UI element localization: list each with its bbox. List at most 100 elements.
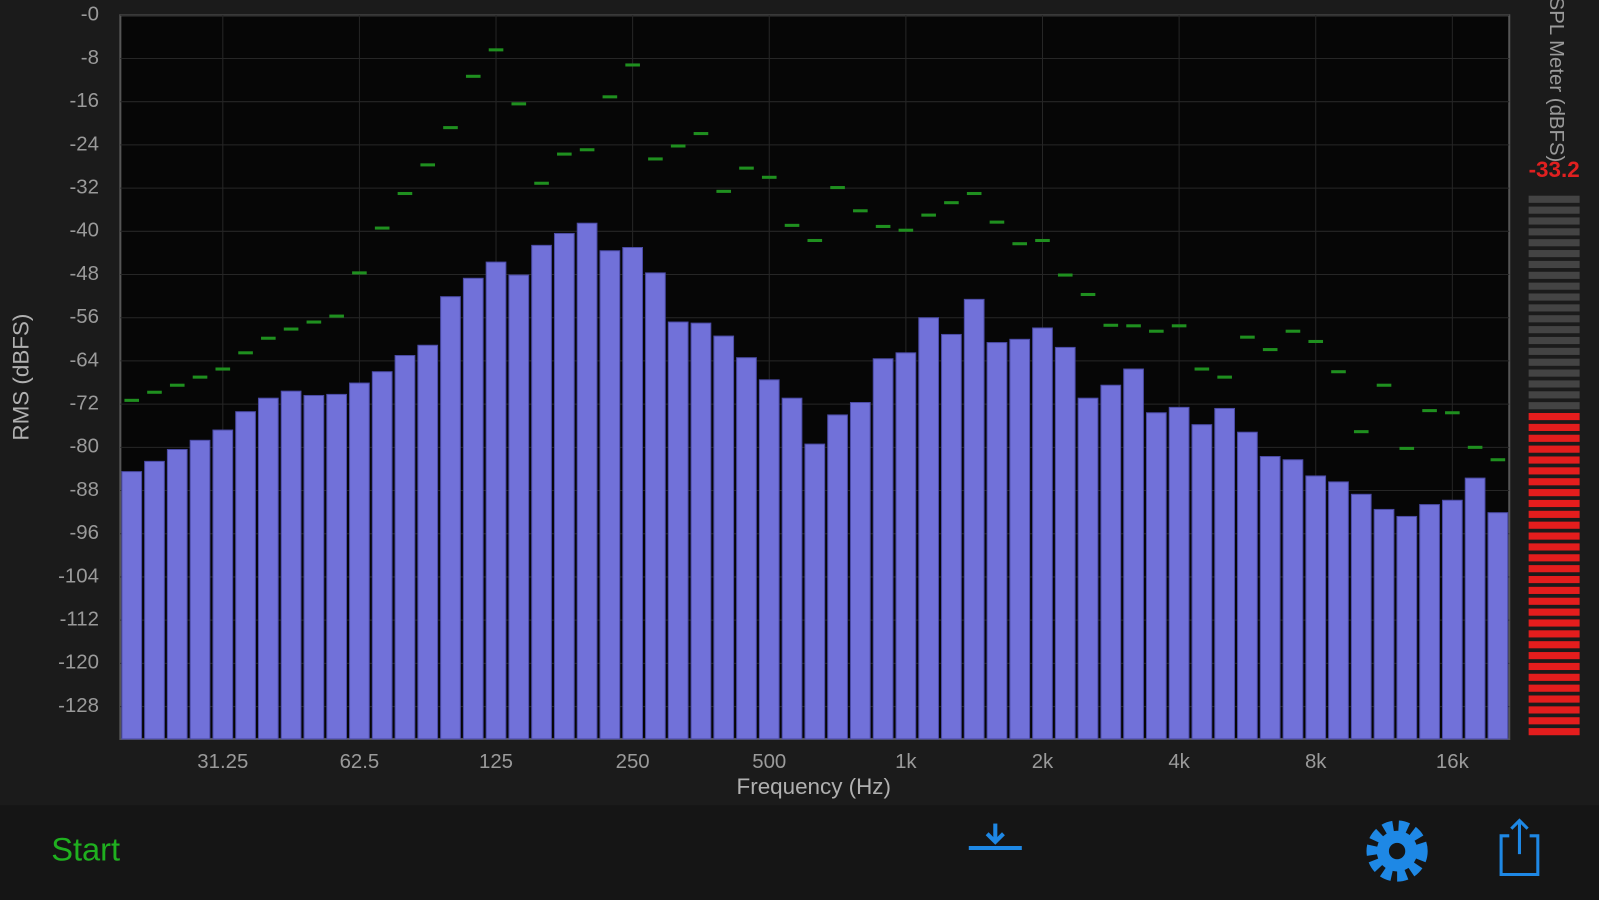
bar [1259,456,1281,740]
meter-segment [1528,456,1580,464]
bar [1396,515,1418,740]
bar [736,357,757,740]
peak-marker [830,186,845,190]
peak-marker [511,102,527,106]
x-tick-label: 500 [752,751,786,773]
bar [849,401,871,740]
bar [827,414,848,740]
meter-segment [1528,250,1580,258]
peak-marker [966,191,982,196]
y-tick-label: -16 [69,90,98,112]
x-tick-label: 250 [616,751,650,773]
bar [144,460,165,740]
ticks: -0 -8 -16 -24 -32 -40 -48 -56 -64 -72 -80 -88 -96 -10… [58,4,1469,773]
peak-marker [1012,242,1028,246]
x-axis-title: Frequency (Hz) [737,774,891,799]
x-tick-label: 125 [479,751,513,773]
bar [1123,368,1144,740]
bar [417,344,439,740]
bar [303,394,325,740]
peak-marker [374,226,390,230]
meter-segment [1528,206,1580,214]
meter-segment [1528,532,1580,540]
bar [166,448,188,740]
start-button[interactable]: Start [51,831,120,868]
meter-segment [1528,619,1580,627]
meter-segment [1528,467,1580,475]
peak-marker [944,201,959,205]
bar [1350,493,1372,740]
share-arrow [1510,818,1529,830]
meter-segment [1528,499,1580,508]
peak-marker [1467,445,1483,449]
meter-segment [1528,380,1580,388]
peak-marker [648,157,663,161]
bar [941,333,962,740]
bar [257,397,279,740]
peak-marker [1126,324,1141,328]
peak-marker [169,383,185,387]
meter-segment [1528,608,1580,616]
peak-marker [329,314,344,318]
x-tick-label: 31.25 [197,751,248,773]
bar [895,352,917,740]
y-tick-label: -40 [69,220,98,242]
y-tick-label: -128 [58,695,99,717]
peak-marker [1057,273,1073,277]
meter-segment [1528,358,1580,366]
save-button[interactable] [968,823,1022,851]
gear-hole [1388,842,1406,860]
bar [485,261,507,740]
peak-marker [898,228,914,232]
meter-segment [1528,195,1580,203]
meter-title: SPL Meter (dBFS) [1545,0,1567,162]
bar [440,296,461,740]
bar [781,397,803,740]
y-tick-label: -32 [69,176,98,198]
save-icon-arrow [985,832,1005,845]
peak-marker [215,367,231,371]
meter-segment [1528,369,1580,377]
peak-marker [761,175,777,179]
bar [1214,407,1236,740]
bar [462,277,484,740]
peak-marker [1445,411,1460,415]
x-tick-label: 1k [895,751,917,773]
bar [553,232,575,740]
toolbar [0,805,1599,900]
meter-segment [1528,684,1580,692]
x-tick-label: 2k [1032,751,1054,773]
x-tick-label: 16k [1436,751,1470,773]
peak-marker [1217,375,1232,379]
meter-segment [1528,510,1580,518]
peak-marker [1080,292,1096,297]
y-tick-label: -48 [69,263,98,285]
peak-marker [716,189,732,193]
bar [1464,477,1486,740]
bar [1009,338,1031,740]
peak-marker [1376,383,1392,387]
peak-marker [557,152,572,156]
meter-segment [1528,260,1580,269]
meter-segment [1528,304,1580,312]
peak-marker [579,148,595,152]
bar [713,335,735,740]
bar [349,382,370,740]
bars [121,222,1509,740]
x-tick-label: 8k [1305,751,1327,773]
y-axis-title: RMS (dBFS) [8,314,33,441]
share-button[interactable] [1499,818,1540,877]
peak-marker [465,74,481,78]
peak-marker [1308,339,1324,344]
y-tick-label: -0 [81,4,99,26]
y-tick-label: -112 [60,609,99,631]
peaks [124,48,1506,462]
bar [963,298,985,740]
settings-button[interactable] [1366,820,1428,882]
gear-teeth [1366,820,1428,882]
bar [1441,499,1463,740]
peak-marker [306,320,322,324]
bar [1100,384,1122,740]
peak-marker [807,238,823,243]
